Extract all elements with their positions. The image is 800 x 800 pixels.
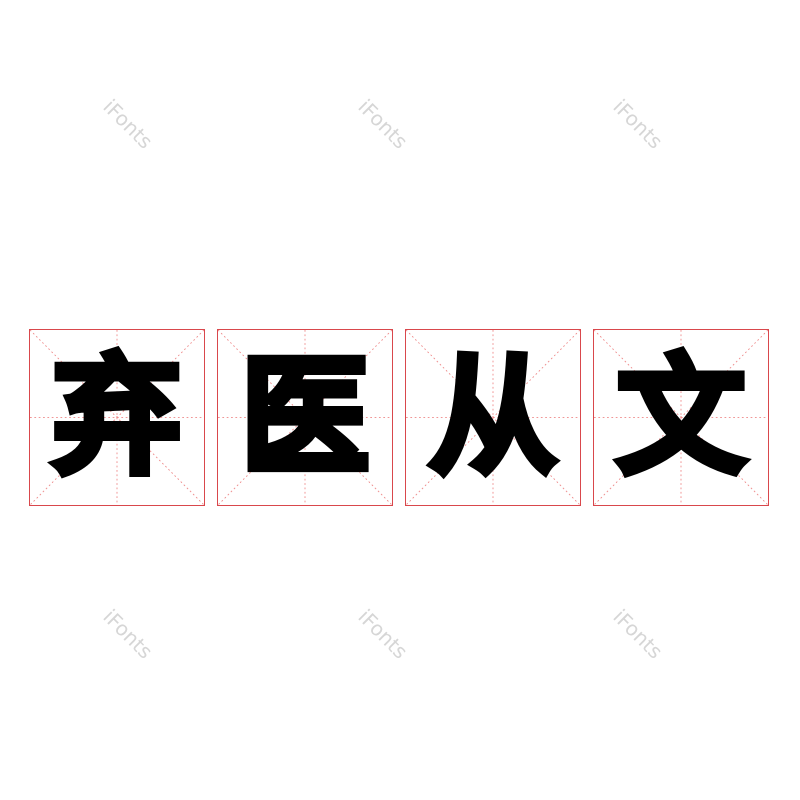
watermark: iFonts — [608, 94, 668, 154]
watermark: iFonts — [98, 604, 158, 664]
grid-guides — [594, 330, 768, 505]
character-grid-box: 医 — [217, 329, 393, 506]
watermark: iFonts — [98, 94, 158, 154]
character-grid-box: 文 — [593, 329, 769, 506]
watermark: iFonts — [608, 604, 668, 664]
grid-guides — [406, 330, 580, 505]
character-grid-box: 从 — [405, 329, 581, 506]
watermark: iFonts — [353, 604, 413, 664]
grid-guides — [218, 330, 392, 505]
character-glyph: 医 — [237, 342, 372, 492]
character-glyph: 文 — [613, 342, 748, 492]
character-glyph: 从 — [425, 342, 560, 492]
character-glyph: 弃 — [49, 342, 184, 492]
grid-guides — [30, 330, 204, 505]
character-grid-box: 弃 — [29, 329, 205, 506]
watermark: iFonts — [353, 94, 413, 154]
